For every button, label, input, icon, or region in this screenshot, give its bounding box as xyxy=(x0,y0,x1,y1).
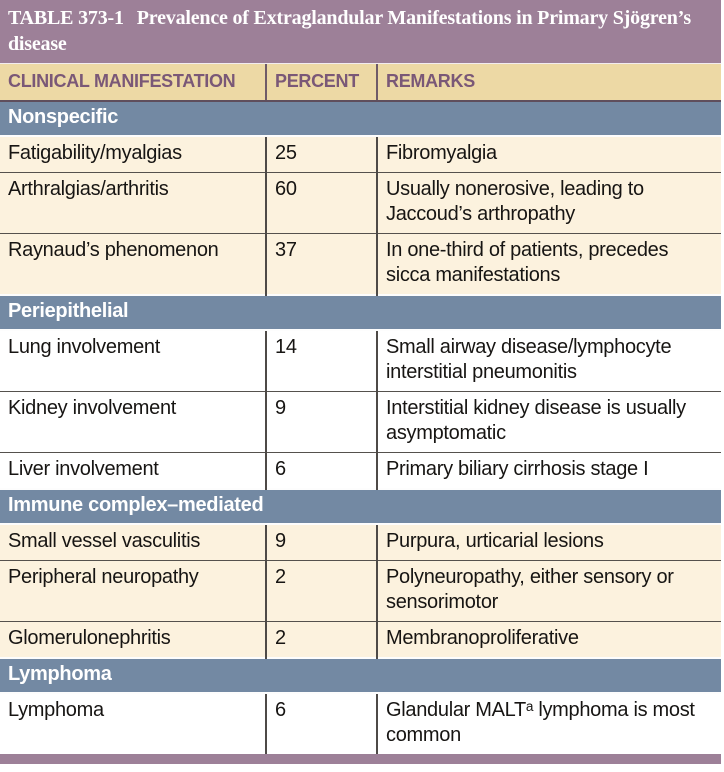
table-row: Fatigability/myalgias 25 Fibromyalgia xyxy=(0,136,721,173)
section-header-label: Lymphoma xyxy=(0,657,721,694)
cell-percent: 25 xyxy=(265,136,377,173)
cell-manifestation: Fatigability/myalgias xyxy=(0,136,266,173)
cell-percent: 14 xyxy=(265,330,377,392)
table-row: Peripheral neuropathy 2 Polyneuropathy, … xyxy=(0,560,721,622)
cell-percent: 9 xyxy=(265,391,377,453)
column-header-remarks: REMARKS xyxy=(376,64,721,102)
table-row: Liver involvement 6 Primary biliary cirr… xyxy=(0,452,721,489)
table-row: Glomerulonephritis 2 Membranoproliferati… xyxy=(0,621,721,658)
table-header-row: CLINICAL MANIFESTATION PERCENT REMARKS xyxy=(0,64,721,102)
cell-remarks: In one-third of patients, precedes sicca… xyxy=(376,233,721,295)
cell-manifestation: Kidney involvement xyxy=(0,391,266,453)
table-bottom-rule xyxy=(0,754,721,764)
cell-remarks: Purpura, urticarial lesions xyxy=(376,524,721,561)
section-header-periepithelial: Periepithelial xyxy=(0,294,721,331)
section-header-label: Nonspecific xyxy=(0,100,721,137)
cell-manifestation: Peripheral neuropathy xyxy=(0,560,266,622)
section-header-immune-complex-mediated: Immune complex–mediated xyxy=(0,488,721,525)
cell-percent: 6 xyxy=(265,452,377,489)
table-number-label: TABLE 373-1 xyxy=(8,7,124,29)
section-header-label: Periepithelial xyxy=(0,294,721,331)
table-row: Lymphoma 6 Glandular MALTᵃ lymphoma is m… xyxy=(0,693,721,754)
cell-remarks: Primary biliary cirrhosis stage I xyxy=(376,452,721,489)
cell-manifestation: Glomerulonephritis xyxy=(0,621,266,658)
cell-percent: 2 xyxy=(265,560,377,622)
data-table: CLINICAL MANIFESTATION PERCENT REMARKS N… xyxy=(0,64,721,754)
cell-percent: 9 xyxy=(265,524,377,561)
cell-remarks: Interstitial kidney disease is usually a… xyxy=(376,391,721,453)
column-header-percent: PERCENT xyxy=(265,64,377,102)
section-header-lymphoma: Lymphoma xyxy=(0,657,721,694)
cell-percent: 2 xyxy=(265,621,377,658)
cell-remarks: Membranoproliferative xyxy=(376,621,721,658)
cell-remarks: Polyneuropathy, either sensory or sensor… xyxy=(376,560,721,622)
cell-manifestation: Lung involvement xyxy=(0,330,266,392)
section-header-nonspecific: Nonspecific xyxy=(0,100,721,137)
cell-remarks: Usually nonerosive, leading to Jaccoud’s… xyxy=(376,172,721,234)
table-row: Raynaud’s phenomenon 37 In one-third of … xyxy=(0,233,721,295)
cell-remarks: Fibromyalgia xyxy=(376,136,721,173)
table-row: Arthralgias/arthritis 60 Usually noneros… xyxy=(0,172,721,234)
cell-manifestation: Lymphoma xyxy=(0,693,266,754)
cell-manifestation: Arthralgias/arthritis xyxy=(0,172,266,234)
table-row: Kidney involvement 9 Interstitial kidney… xyxy=(0,391,721,453)
cell-manifestation: Small vessel vasculitis xyxy=(0,524,266,561)
table-title-bar: TABLE 373-1 Prevalence of Extraglandular … xyxy=(0,0,721,64)
table-title: Prevalence of Extraglandular Manifestati… xyxy=(8,7,691,55)
table-row: Small vessel vasculitis 9 Purpura, urtic… xyxy=(0,524,721,561)
section-header-label: Immune complex–mediated xyxy=(0,488,721,525)
cell-remarks: Small airway disease/lymphocyte intersti… xyxy=(376,330,721,392)
cell-percent: 6 xyxy=(265,693,377,754)
cell-remarks: Glandular MALTᵃ lymphoma is most common xyxy=(376,693,721,754)
cell-percent: 37 xyxy=(265,233,377,295)
table-row: Lung involvement 14 Small airway disease… xyxy=(0,330,721,392)
cell-manifestation: Raynaud’s phenomenon xyxy=(0,233,266,295)
cell-manifestation: Liver involvement xyxy=(0,452,266,489)
column-header-clinical-manifestation: CLINICAL MANIFESTATION xyxy=(0,64,266,102)
cell-percent: 60 xyxy=(265,172,377,234)
